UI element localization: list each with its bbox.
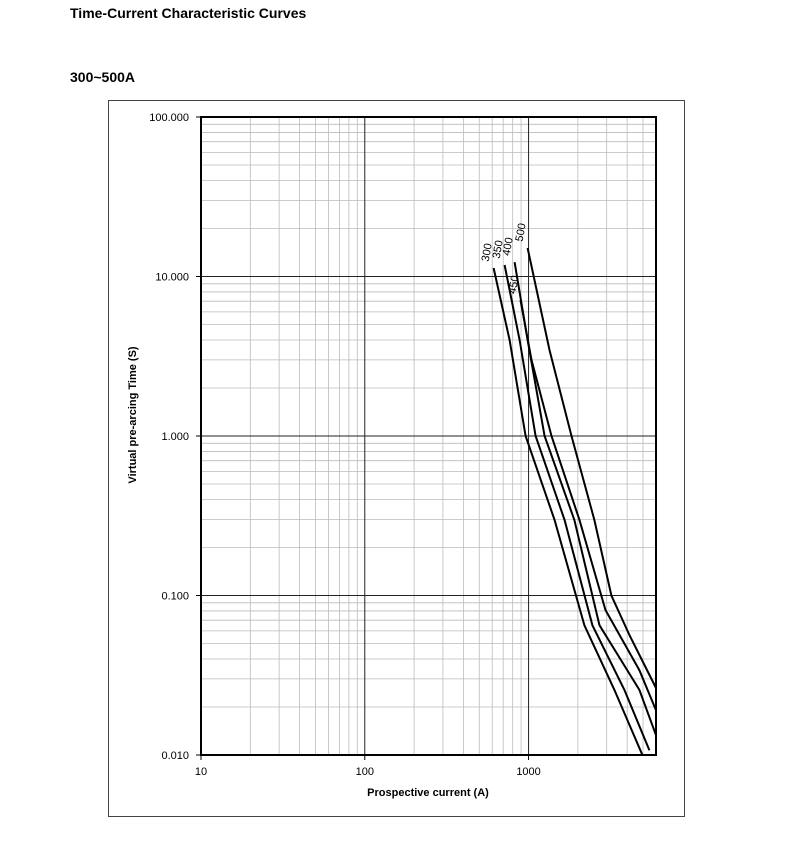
y-axis-label: Virtual pre-arcing Time (S) bbox=[127, 346, 139, 483]
curve bbox=[503, 264, 651, 751]
x-tick-label: 1000 bbox=[516, 766, 540, 778]
curve-label: 400 bbox=[501, 237, 516, 257]
y-tick-label: 100.000 bbox=[149, 112, 189, 124]
curve bbox=[513, 262, 657, 736]
y-tick-label: 0.100 bbox=[161, 591, 189, 603]
chart-frame bbox=[108, 100, 685, 817]
curve bbox=[519, 300, 657, 711]
curve bbox=[492, 267, 644, 756]
chart-title: Time-Current Characteristic Curves bbox=[70, 5, 306, 21]
curve-label: 350 bbox=[491, 239, 506, 259]
y-tick-label: 0.010 bbox=[161, 750, 189, 762]
curve bbox=[526, 247, 657, 689]
curve-label: 500 bbox=[514, 222, 529, 242]
x-tick-label: 100 bbox=[356, 766, 374, 778]
y-tick-label: 10.000 bbox=[155, 272, 189, 284]
plot-border bbox=[200, 116, 657, 756]
y-tick-label: 1.000 bbox=[161, 431, 189, 443]
chart-subtitle: 300~500A bbox=[70, 69, 135, 85]
curve-label: 450 bbox=[507, 275, 522, 295]
x-tick-label: 10 bbox=[195, 766, 207, 778]
x-axis-label: Prospective current (A) bbox=[367, 787, 489, 799]
curve-label: 300 bbox=[480, 242, 495, 262]
